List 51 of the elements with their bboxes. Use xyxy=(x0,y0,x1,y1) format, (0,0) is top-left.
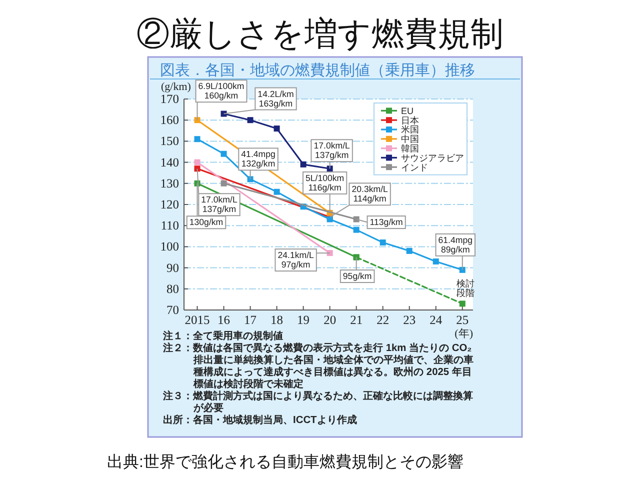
legend-label: 中国 xyxy=(401,134,419,144)
x-tick-label: 20 xyxy=(324,313,336,327)
text: 注３：燃費計測方式は国により異なるため、正確な比較には調整換算が必要 xyxy=(163,391,474,414)
y-tick-label: 130 xyxy=(160,176,179,190)
text: 出所：各国・地域規制当局、ICCTより作成 xyxy=(163,415,358,427)
annotation: 95g/km xyxy=(342,271,372,281)
x-tick-label: 25 xyxy=(456,313,469,327)
x-tick-label: 22 xyxy=(376,313,390,327)
legend-label: 韓国 xyxy=(401,144,419,154)
legend-label: EU xyxy=(401,106,414,116)
annotation: 24.1km/L 97g/km xyxy=(278,250,314,270)
text: 注２：数値は各国で異なる燃費の表示方式を走行 1km 当たりの CO₂ 排出量に単純換算した各国・地域全体での平均値で、企業の車種構成によって達成すべき目標値は異なる。欧州の 2025 年目標値は検討段階で未確定 xyxy=(163,343,475,390)
y-tick-label: 100 xyxy=(160,240,179,254)
y-tick-label: 70 xyxy=(166,303,179,317)
annotation: 113g/km xyxy=(370,217,403,228)
x-tick-label: 16 xyxy=(218,313,230,327)
annotation: 検討段階 xyxy=(456,278,474,298)
y-tick-label: 160 xyxy=(160,113,179,128)
y-tick-label: 120 xyxy=(160,198,179,212)
y-tick-label: 140 xyxy=(160,155,179,170)
annotation: 17.0km/L 137g/km xyxy=(314,140,350,160)
x-tick-label: 18 xyxy=(270,313,284,327)
y-tick-label: 150 xyxy=(160,134,179,148)
annotation: 20.3km/L 114g/km xyxy=(352,184,388,204)
annotation: 130g/km xyxy=(189,217,224,228)
x-tick-label: 17 xyxy=(244,313,257,327)
y-axis-title: (g/km) xyxy=(161,81,192,93)
x-tick-label: 21 xyxy=(350,313,363,327)
annotation: 5L/100km 116g/km xyxy=(306,172,344,192)
x-tick-label: 19 xyxy=(297,313,310,327)
x-axis-title: (年) xyxy=(454,328,474,340)
legend-label: サウジアラビア xyxy=(401,152,464,163)
x-tick-label: 24 xyxy=(430,313,443,327)
legend-label: インド xyxy=(401,162,428,172)
legend-label: 米国 xyxy=(401,124,419,135)
annotation: 14.2L/km 163g/km xyxy=(258,88,294,108)
annotation: 17.0km/L 137g/km xyxy=(201,194,238,214)
y-tick-label: 110 xyxy=(160,218,179,233)
y-tick-label: 80 xyxy=(166,282,179,296)
text: 注１：全て乗用車の規制値 xyxy=(163,331,283,342)
chart-title: ②厳しさを増す燃費規制 xyxy=(136,15,504,52)
annotation: 61.4mpg 89g/km xyxy=(438,234,473,254)
annotation: 41.4mpg 132g/km xyxy=(241,149,276,169)
x-tick-label: 23 xyxy=(403,313,416,327)
source-note: 出典:世界で強化される自動車燃費規制とその影響 xyxy=(107,452,464,473)
chart-subtitle: 図表．各国・地域の燃費規制値（乗用車）推移 xyxy=(160,62,475,79)
annotation: 6.9L/100km 160g/km xyxy=(198,81,244,101)
x-tick-label: 2015 xyxy=(184,313,210,327)
legend-label: 日本 xyxy=(401,115,419,126)
y-tick-label: 170 xyxy=(160,92,179,106)
y-tick-label: 90 xyxy=(166,260,179,275)
